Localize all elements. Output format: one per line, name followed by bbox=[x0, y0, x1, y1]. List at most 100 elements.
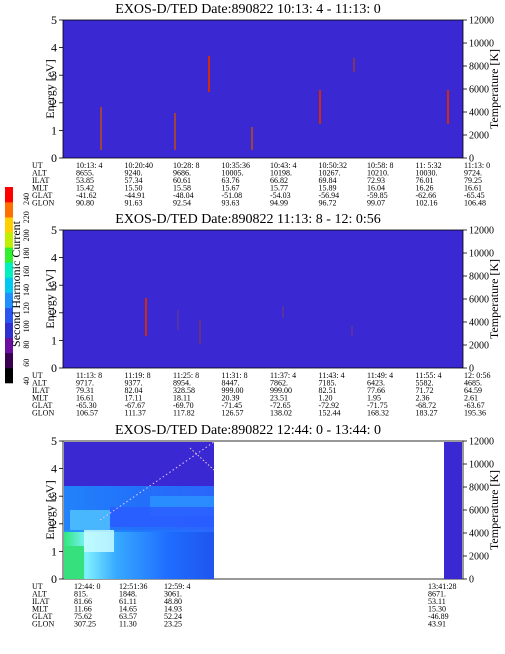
table-cell: 11: 5:32 bbox=[416, 161, 442, 170]
y-right-tick-label: 10000 bbox=[469, 249, 494, 260]
table-cell: 13:41:28 bbox=[428, 582, 456, 591]
table-cell: 63.57 bbox=[119, 612, 137, 621]
table-cell: 71.72 bbox=[416, 386, 434, 395]
table-cell: 69.84 bbox=[319, 176, 337, 185]
colorbar-tick-label: 40 bbox=[22, 377, 31, 385]
table-cell: -67.67 bbox=[125, 401, 146, 410]
colorbar-cell bbox=[5, 322, 13, 339]
table-cell: -54.03 bbox=[270, 191, 291, 200]
table-cell: 999.00 bbox=[270, 386, 292, 395]
y-right-tick-label: 0 bbox=[469, 575, 474, 586]
table-cell: 15.58 bbox=[173, 184, 191, 193]
y-right-tick-label: 2000 bbox=[469, 552, 489, 563]
y-axis-right: 0 2000 4000 6000 8000 10000 12000 bbox=[463, 437, 494, 586]
table-cell: 10:50:32 bbox=[319, 161, 347, 170]
table-cell: 195.36 bbox=[464, 409, 486, 418]
table-cell: 12:51:36 bbox=[119, 582, 147, 591]
table-cell: -59.85 bbox=[367, 191, 388, 200]
table-cell: 10:13: 4 bbox=[76, 161, 102, 170]
panel-title: EXOS-D/TED Date:890822 10:13: 4 - 11:13:… bbox=[115, 2, 380, 17]
y-right-tick-label: 4000 bbox=[469, 529, 489, 540]
table-cell: 10:58: 8 bbox=[367, 161, 393, 170]
y-tick-label: 3 bbox=[51, 489, 57, 503]
y-right-tick-label: 6000 bbox=[469, 295, 489, 306]
colorbar-cell bbox=[5, 187, 13, 203]
table-cell: 60.61 bbox=[173, 176, 191, 185]
table-cell: 77.66 bbox=[367, 386, 385, 395]
table-cell: 4685. bbox=[464, 379, 482, 388]
table-cell: -46.89 bbox=[428, 612, 449, 621]
table-row-label: MLT bbox=[32, 184, 48, 193]
table-cell: 1.20 bbox=[319, 394, 333, 403]
table-cell: 11:49: 4 bbox=[367, 371, 393, 380]
table-cell: 20.39 bbox=[222, 394, 240, 403]
table-cell: 23.51 bbox=[270, 394, 288, 403]
table-cell: 9717. bbox=[76, 379, 94, 388]
table-row-label: UT bbox=[32, 582, 43, 591]
table-cell: -71.45 bbox=[222, 401, 243, 410]
table-cell: 10:20:40 bbox=[125, 161, 153, 170]
table-cell: 10030. bbox=[416, 169, 438, 178]
table-cell: 15.30 bbox=[428, 605, 446, 614]
colorbar-cell bbox=[5, 217, 13, 233]
table-cell: 81.66 bbox=[74, 597, 92, 606]
y-tick-label: 1 bbox=[51, 123, 57, 137]
table-cell: 2.36 bbox=[416, 394, 430, 403]
table-cell: 8447. bbox=[222, 379, 240, 388]
y-tick-label: 5 bbox=[51, 223, 57, 237]
table-row-label: ALT bbox=[32, 169, 47, 178]
table-cell: 91.63 bbox=[125, 199, 143, 208]
table-row-label: ILAT bbox=[32, 386, 49, 395]
table-cell: 12:59: 4 bbox=[164, 582, 190, 591]
colorbar-label: Second Harmonic Current bbox=[9, 220, 23, 347]
table-cell: 3061. bbox=[164, 590, 182, 599]
table-cell: -44.91 bbox=[125, 191, 146, 200]
table-cell: 16.04 bbox=[367, 184, 385, 193]
table-cell: 61.11 bbox=[119, 597, 137, 606]
y-axis-label: Energy [eV] bbox=[43, 269, 57, 328]
table-cell: 79.31 bbox=[76, 386, 94, 395]
table-cell: 76.01 bbox=[416, 176, 434, 185]
table-row-label: GLAT bbox=[32, 612, 53, 621]
table-cell: 92.54 bbox=[173, 199, 191, 208]
table-cell: 48.80 bbox=[164, 597, 182, 606]
colorbar-cell bbox=[5, 247, 13, 263]
table-cell: 10:43: 4 bbox=[270, 161, 296, 170]
y-right-tick-label: 10000 bbox=[469, 39, 494, 50]
table-row-label: UT bbox=[32, 371, 43, 380]
table-cell: -71.75 bbox=[367, 401, 388, 410]
table-cell: 117.82 bbox=[173, 409, 195, 418]
table-cell: 14.93 bbox=[164, 605, 182, 614]
table-cell: 8954. bbox=[173, 379, 191, 388]
table-cell: -65.45 bbox=[464, 191, 485, 200]
panel-3: EXOS-D/TED Date:890822 12:44: 0 - 13:44:… bbox=[32, 423, 501, 629]
table-cell: 11.30 bbox=[119, 620, 137, 629]
table-row-label: GLON bbox=[32, 199, 54, 208]
table-cell: -65.30 bbox=[76, 401, 97, 410]
y-right-tick-label: 0 bbox=[469, 154, 474, 165]
panel-title: EXOS-D/TED Date:890822 12:44: 0 - 13:44:… bbox=[115, 423, 381, 438]
table-cell: 11:13: 0 bbox=[464, 161, 490, 170]
table-cell: 307.25 bbox=[74, 620, 96, 629]
table-cell: 11:13: 8 bbox=[76, 371, 102, 380]
table-cell: 57.34 bbox=[125, 176, 143, 185]
y-tick-label: 4 bbox=[51, 41, 57, 55]
y-right-tick-label: 4000 bbox=[469, 318, 489, 329]
y-right-tick-label: 10000 bbox=[469, 460, 494, 471]
y-tick-label: 3 bbox=[51, 278, 57, 292]
table-cell: 168.32 bbox=[367, 409, 389, 418]
y-right-tick-label: 12000 bbox=[469, 16, 494, 27]
y-axis-right: 0 2000 4000 6000 8000 10000 12000 bbox=[463, 226, 494, 375]
table-cell: 53.85 bbox=[76, 176, 94, 185]
table-row-label: ALT bbox=[32, 590, 47, 599]
table-row-label: MLT bbox=[32, 394, 48, 403]
table-cell: -41.62 bbox=[76, 191, 97, 200]
table-cell: 10:28: 8 bbox=[173, 161, 199, 170]
table-cell: 23.25 bbox=[164, 620, 182, 629]
y-right-tick-label: 4000 bbox=[469, 108, 489, 119]
table-cell: -63.67 bbox=[464, 401, 485, 410]
event-streaks bbox=[100, 56, 449, 150]
table-cell: 75.62 bbox=[74, 612, 92, 621]
table-cell: 17.11 bbox=[125, 394, 143, 403]
event-streaks bbox=[145, 298, 353, 344]
